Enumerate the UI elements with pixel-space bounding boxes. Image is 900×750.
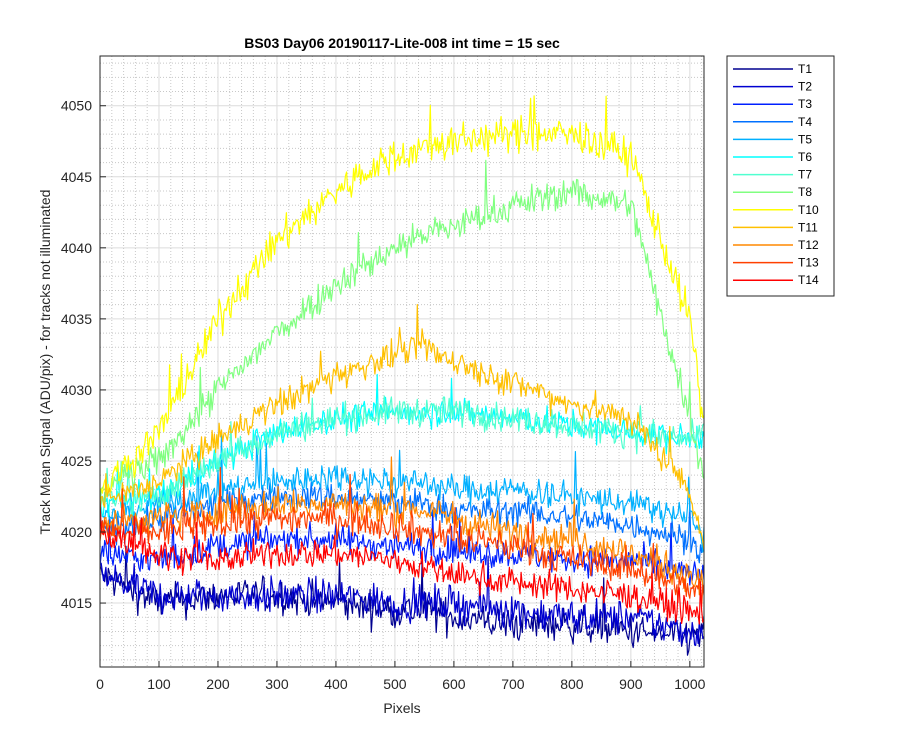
legend-label-t2: T2 (798, 80, 812, 94)
x-tick-label: 900 (619, 676, 643, 692)
series-line-t2 (100, 555, 704, 647)
plot-border (99, 55, 705, 668)
x-tick-label: 200 (206, 676, 230, 692)
x-axis-label: Pixels (383, 700, 420, 716)
x-tick-label: 400 (324, 676, 348, 692)
x-tick-label: 1000 (674, 676, 705, 692)
legend-label-t3: T3 (798, 97, 812, 111)
legend-box (726, 55, 835, 297)
y-tick-label: 4040 (61, 240, 92, 256)
legend-label-t11: T11 (798, 220, 818, 234)
legend-label-t14: T14 (798, 273, 819, 287)
series-line-t11 (100, 304, 704, 551)
series-line-t13 (100, 467, 704, 608)
series-line-t7 (100, 395, 704, 520)
x-tick-label: 300 (265, 676, 289, 692)
legend-label-t5: T5 (798, 132, 812, 146)
x-tick-label: 800 (560, 676, 584, 692)
legend-label-t4: T4 (798, 115, 812, 129)
series-group (100, 95, 704, 656)
series-line-t10 (100, 95, 704, 498)
y-tick-label: 4020 (61, 524, 92, 540)
y-tick-label: 4025 (61, 453, 92, 469)
y-tick-label: 4030 (61, 382, 92, 398)
series-line-t12 (100, 456, 704, 596)
legend-label-t13: T13 (798, 256, 819, 270)
y-tick-label: 4050 (61, 98, 92, 114)
legend: T1 T2 T3 T4 T5 T6 T7 T8 T10 T11 T12 T13 T14 (726, 55, 835, 297)
y-axis-label: Track Mean Signal (ADU/pix) - for tracks… (37, 190, 53, 535)
legend-label-t7: T7 (798, 168, 812, 182)
x-tick-label: 600 (442, 676, 466, 692)
x-tick-label: 500 (383, 676, 407, 692)
y-tick-label: 4045 (61, 169, 92, 185)
legend-label-t12: T12 (798, 238, 819, 252)
x-tick-label: 700 (501, 676, 525, 692)
series-line-t14 (100, 500, 704, 625)
ticks: 0 100 200 300 400 500 600 700 800 900 1000 4015 4020… (61, 98, 706, 692)
x-tick-label: 100 (147, 676, 171, 692)
series-line-t4 (100, 482, 704, 564)
y-tick-label: 4035 (61, 311, 92, 327)
series-line-t8 (100, 159, 704, 511)
legend-label-t10: T10 (798, 203, 819, 217)
legend-label-t8: T8 (798, 185, 812, 199)
grid (99, 56, 704, 667)
y-tick-label: 4015 (61, 595, 92, 611)
chart-title: BS03 Day06 20190117-Lite-008 int time = … (244, 35, 560, 51)
series-line-t5 (100, 432, 704, 553)
legend-label-t1: T1 (798, 62, 812, 76)
legend-label-t6: T6 (798, 150, 812, 164)
x-tick-label: 0 (96, 676, 104, 692)
